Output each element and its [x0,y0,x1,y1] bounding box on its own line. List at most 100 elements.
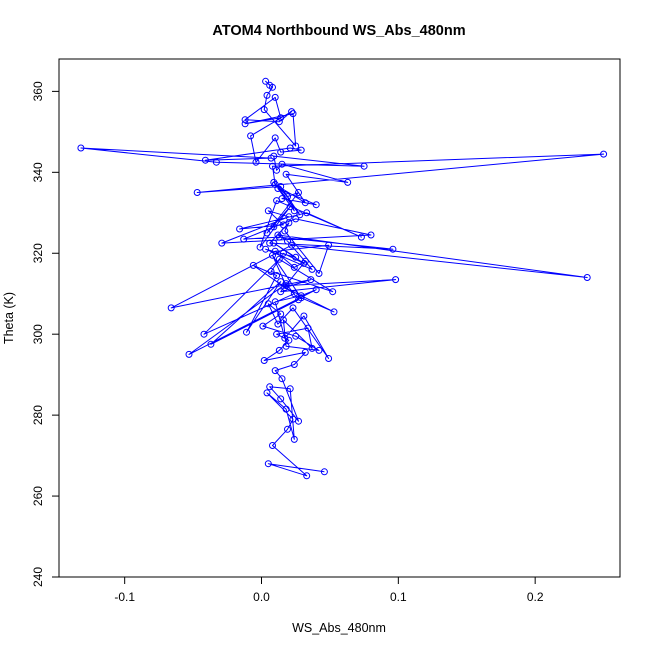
data-point [295,417,302,425]
data-point [360,162,368,170]
data-point [600,150,608,158]
x-axis: -0.1 0.0 0.1 0.2 [114,576,544,604]
data-point [271,181,279,188]
data-point [271,298,279,306]
data-point [315,270,323,277]
data-point [289,304,297,312]
data-point [270,223,278,231]
data-point [308,344,316,352]
data-point [266,239,274,247]
data-point [240,235,248,243]
data-point [320,468,328,476]
data-point [290,361,298,368]
data-point [288,108,296,116]
data-point [357,233,365,241]
data-point [278,375,286,383]
data-point [271,367,279,375]
data-point [290,263,298,271]
data-point [297,294,305,302]
y-tick-label: 300 [31,324,45,344]
y-tick-label: 260 [31,486,45,506]
data-point [277,310,285,318]
data-point [296,211,304,219]
data-point [583,274,591,281]
data-point [263,229,271,237]
data-point [277,148,285,156]
data-point [218,239,226,247]
y-axis-label: Theta (K) [2,292,16,344]
x-axis-label: WS_Abs_480nm [292,621,386,635]
data-point [263,91,271,99]
data-point [275,233,283,241]
data-point [277,278,285,286]
y-tick-label: 280 [31,405,45,425]
data-point [259,322,267,330]
data-point [281,284,289,292]
data-point [284,193,291,201]
data-point [271,247,279,255]
data-point [300,312,308,320]
data-point [315,346,323,354]
data-point [260,357,268,364]
data-point [273,166,281,174]
data-point [267,154,275,162]
data-point [325,241,333,249]
data-point [290,435,298,443]
data-point [266,81,274,89]
data-point [282,405,290,413]
data-point [279,221,287,229]
data-point [289,110,297,118]
data-point [281,334,289,342]
x-tick-label: 0.2 [527,590,544,604]
data-point [241,116,249,124]
data-point [292,332,300,340]
data-point [292,253,300,261]
data-point [267,268,275,275]
data-point [167,304,175,312]
data-point [307,276,315,284]
data-point [271,93,279,101]
data-point [330,308,338,316]
data-point [77,144,85,152]
data-point [303,209,311,217]
data-point [241,120,249,128]
data-point [264,300,272,308]
data-point [282,342,290,350]
x-tick-label: 0.0 [253,590,270,604]
data-point [277,395,285,403]
data-point [392,276,400,284]
y-tick-label: 240 [31,567,45,587]
data-point [273,330,281,338]
data-point [290,290,298,298]
data-point [301,257,309,265]
data-point [279,249,287,257]
data-point [286,203,294,211]
data-point [286,385,294,393]
data-point [212,158,220,166]
data-point [284,237,291,245]
data-point [292,142,300,150]
data-point [278,160,286,168]
data-point [277,114,285,122]
data-point [367,231,375,239]
y-tick-label: 320 [31,243,45,263]
chart-title: ATOM4 Northbound WS_Abs_480nm [212,23,465,39]
data-point [329,288,337,296]
data-point [304,324,312,332]
data-point [285,336,293,344]
data-point [193,189,201,196]
data-point [262,77,270,85]
data-point [295,189,302,196]
x-tick-label: -0.1 [114,590,135,604]
data-point [266,383,274,391]
data-point [389,245,397,253]
data-point [269,162,276,170]
data-point [275,255,283,263]
y-tick-label: 340 [31,162,45,182]
data-point [263,389,271,397]
data-point [279,316,287,324]
data-point [292,215,300,223]
data-point [282,170,290,178]
data-point [277,288,285,296]
data-point [344,178,352,186]
